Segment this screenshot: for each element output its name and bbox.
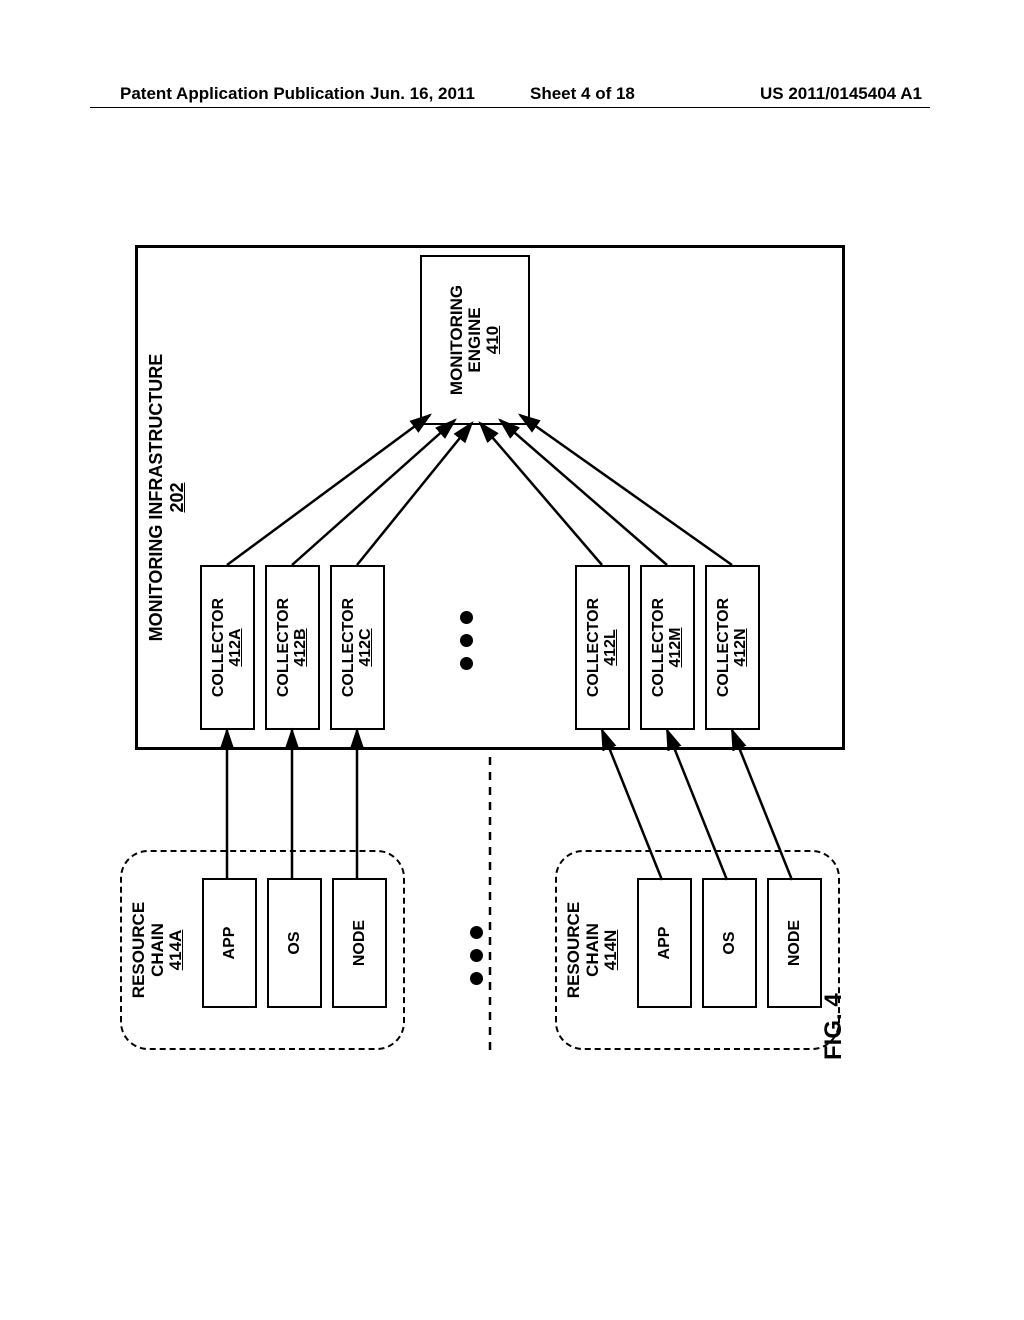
header-date: Jun. 16, 2011 [370,84,475,104]
resource-n-app: APP [637,878,692,1008]
header-publication-label: Patent Application Publication [120,84,365,104]
collector-l: COLLECTOR412L [575,565,630,730]
resource-chain-a-title: RESOURCE CHAIN 414A [130,852,186,1048]
collector-n: COLLECTOR412N [705,565,760,730]
resource-n-node: NODE [767,878,822,1008]
resource-chain-n: RESOURCE CHAIN 414N APP OS NODE [555,850,840,1050]
page: Patent Application Publication Jun. 16, … [0,0,1024,1320]
monitoring-engine: MONITORING ENGINE 410 [420,255,530,425]
header-sheet: Sheet 4 of 18 [530,84,635,104]
collector-m: COLLECTOR412M [640,565,695,730]
resource-a-app: APP [202,878,257,1008]
resource-a-node: NODE [332,878,387,1008]
header-rule [90,107,930,108]
resource-n-os: OS [702,878,757,1008]
infra-title: MONITORING INFRASTRUCTURE 202 [146,248,188,747]
resource-chain-n-title: RESOURCE CHAIN 414N [565,852,621,1048]
figure-caption: FIG. 4 [820,993,848,1060]
diagram: RESOURCE CHAIN 414A APP OS NODE RESOURCE… [120,230,860,1060]
diagram-wrapper: RESOURCE CHAIN 414A APP OS NODE RESOURCE… [120,230,860,1060]
collector-b: COLLECTOR412B [265,565,320,730]
collector-c: COLLECTOR412C [330,565,385,730]
resource-chain-a: RESOURCE CHAIN 414A APP OS NODE [120,850,405,1050]
header-patent-number: US 2011/0145404 A1 [760,84,922,104]
collector-ellipsis [460,611,473,670]
resource-a-os: OS [267,878,322,1008]
collector-a: COLLECTOR412A [200,565,255,730]
resource-chain-ellipsis [470,926,483,985]
